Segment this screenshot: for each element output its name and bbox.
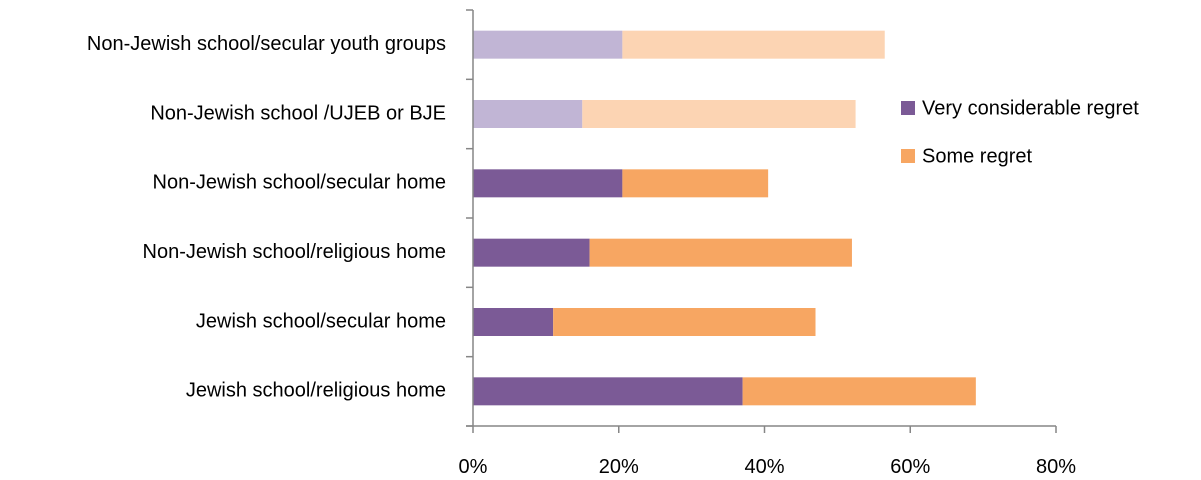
x-tick-label: 20% [599, 456, 639, 478]
bar-some-regret-non-jewish-school-religious-home [589, 238, 852, 267]
category-label-jewish-school-secular-home: Jewish school/secular home [196, 310, 446, 332]
bar-some-regret-non-jewish-school-secular-youth-groups [622, 30, 885, 59]
category-label-non-jewish-school-secular-home: Non-Jewish school/secular home [153, 172, 446, 194]
x-tick-label: 40% [744, 456, 784, 478]
legend-swatch-some-regret [901, 149, 915, 163]
category-labels: Jewish school/religious home Jewish schoo… [87, 33, 446, 402]
bar-very-considerable-regret-jewish-school-secular-home [473, 308, 554, 336]
bar-very-considerable-regret-jewish-school-religious-home [473, 377, 743, 406]
bar-some-regret-jewish-school-religious-home [742, 377, 976, 406]
bar-some-regret-non-jewish-school-ujeb-or-bje [582, 100, 856, 128]
bar-some-regret-non-jewish-school-secular-home [622, 169, 769, 198]
category-label-jewish-school-religious-home: Jewish school/religious home [186, 380, 446, 402]
x-tick-label: 0% [459, 456, 488, 478]
x-tick-label: 60% [890, 456, 930, 478]
legend-swatch-very-considerable-regret [901, 101, 915, 115]
category-label-non-jewish-school-secular-youth-groups: Non-Jewish school/secular youth groups [87, 33, 446, 55]
x-tick-label: 80% [1036, 456, 1076, 478]
category-label-non-jewish-school-religious-home: Non-Jewish school/religious home [143, 241, 446, 263]
x-axis-ticks: 0% 20% 40% 60% 80% [459, 426, 1076, 478]
bar-very-considerable-regret-non-jewish-school-secular-youth-groups [473, 30, 623, 59]
axes-layer [466, 9, 1056, 427]
legend-label-some-regret: Some regret [922, 145, 1032, 167]
bar-some-regret-jewish-school-secular-home [553, 308, 816, 336]
category-label-non-jewish-school-ujeb-or-bje: Non-Jewish school /UJEB or BJE [150, 102, 446, 124]
bar-very-considerable-regret-non-jewish-school-religious-home [473, 238, 590, 267]
bars-layer [473, 30, 976, 406]
bar-very-considerable-regret-non-jewish-school-ujeb-or-bje [473, 100, 583, 128]
bar-very-considerable-regret-non-jewish-school-secular-home [473, 169, 623, 198]
legend: Very considerable regret Some regret [901, 97, 1139, 167]
legend-label-very-considerable-regret: Very considerable regret [922, 97, 1139, 119]
